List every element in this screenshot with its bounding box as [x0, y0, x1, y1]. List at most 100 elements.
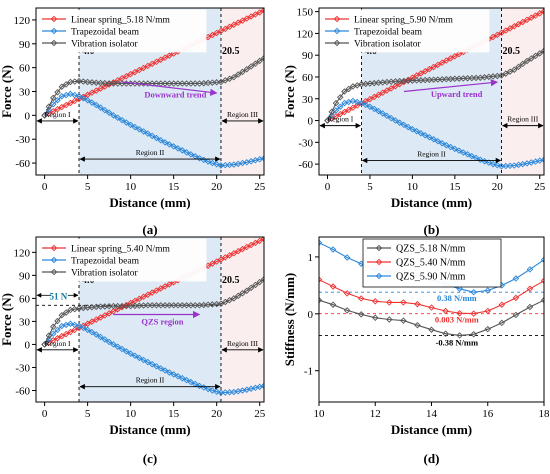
data-point	[105, 310, 113, 317]
data-point	[239, 68, 246, 76]
legend-label: QZS_5.90 N/mm	[396, 272, 466, 283]
region-annotation: Region III	[221, 339, 264, 353]
panel-label: (b)	[424, 222, 440, 237]
data-point	[123, 302, 130, 310]
region-label: Region III	[507, 115, 539, 124]
data-point	[396, 119, 403, 126]
data-point	[230, 250, 238, 257]
data-point	[123, 348, 130, 355]
data-point	[438, 139, 446, 147]
data-point	[217, 256, 225, 263]
data-point	[409, 126, 416, 133]
data-point	[426, 65, 433, 73]
data-point	[97, 85, 104, 92]
legend-label: Vibration isolator	[71, 269, 139, 279]
data-point	[489, 160, 497, 168]
data-point	[470, 331, 477, 338]
data-point	[341, 108, 348, 116]
data-point	[92, 87, 100, 94]
data-point	[341, 88, 348, 95]
data-point	[387, 85, 395, 92]
y-tick-label: 60	[19, 63, 31, 75]
data-point	[187, 302, 195, 309]
data-point	[256, 237, 263, 245]
y-tick-label: 60	[302, 72, 314, 84]
data-point	[131, 123, 139, 131]
data-point	[179, 374, 186, 382]
data-point	[349, 97, 357, 105]
y-tick-label: -30	[15, 134, 30, 146]
data-point	[114, 343, 121, 350]
data-point	[226, 75, 233, 83]
data-point	[222, 25, 229, 33]
data-point	[174, 302, 182, 309]
data-point	[484, 307, 491, 315]
data-point	[502, 70, 510, 77]
data-point	[217, 27, 225, 35]
data-point	[174, 145, 182, 152]
boundary-label: 20.5	[503, 46, 521, 57]
data-point	[417, 70, 425, 77]
data-point	[498, 29, 505, 36]
trend-arrow	[121, 81, 218, 96]
x-tick-label: 10	[314, 408, 326, 420]
data-point	[426, 134, 433, 141]
data-point	[54, 105, 61, 113]
data-point	[161, 283, 169, 290]
data-point	[414, 321, 421, 329]
data-point	[230, 21, 238, 28]
region-shading	[220, 237, 264, 402]
x-tick-label: 14	[426, 408, 438, 420]
data-point	[49, 330, 57, 337]
data-point	[213, 29, 220, 37]
data-point	[217, 300, 225, 308]
data-point	[161, 139, 169, 146]
data-point	[62, 101, 70, 109]
data-point	[97, 104, 104, 111]
data-point	[343, 290, 351, 297]
data-point	[67, 320, 74, 327]
x-axis-label: Distance (mm)	[109, 195, 190, 210]
data-point	[136, 354, 143, 362]
data-point	[260, 54, 264, 62]
data-point	[54, 89, 61, 96]
data-point	[460, 149, 467, 156]
data-point	[84, 97, 91, 104]
data-point	[213, 161, 220, 168]
series-3	[324, 47, 544, 124]
data-point	[54, 317, 61, 325]
data-point	[540, 296, 544, 304]
data-point	[71, 326, 78, 334]
data-point	[540, 256, 544, 263]
data-point	[118, 116, 126, 124]
data-point	[144, 291, 152, 298]
region-annotation: Region I	[36, 110, 79, 124]
data-point	[230, 295, 238, 302]
data-point	[170, 279, 177, 286]
data-point	[239, 245, 246, 253]
data-point	[438, 59, 446, 66]
data-point	[144, 130, 152, 137]
data-point	[319, 239, 323, 246]
legend-swatch-marker	[50, 27, 58, 35]
data-point	[123, 72, 130, 80]
data-point	[209, 31, 216, 39]
data-point	[498, 72, 505, 79]
y-tick-label: 1	[308, 252, 314, 264]
data-point	[101, 303, 109, 310]
data-point	[157, 302, 164, 309]
y-tick-label: -30	[15, 362, 30, 374]
data-point	[148, 60, 156, 68]
data-point	[329, 301, 337, 308]
data-point	[179, 302, 186, 309]
trend-label: Upward trend	[431, 89, 483, 99]
data-point	[386, 299, 393, 306]
x-tick-label: 25	[534, 181, 546, 193]
data-point	[456, 332, 463, 339]
y-tick-label: -60	[15, 158, 30, 170]
region-label: Region III	[227, 110, 259, 119]
data-point	[260, 155, 264, 162]
data-point	[336, 110, 344, 118]
data-point	[540, 277, 544, 285]
